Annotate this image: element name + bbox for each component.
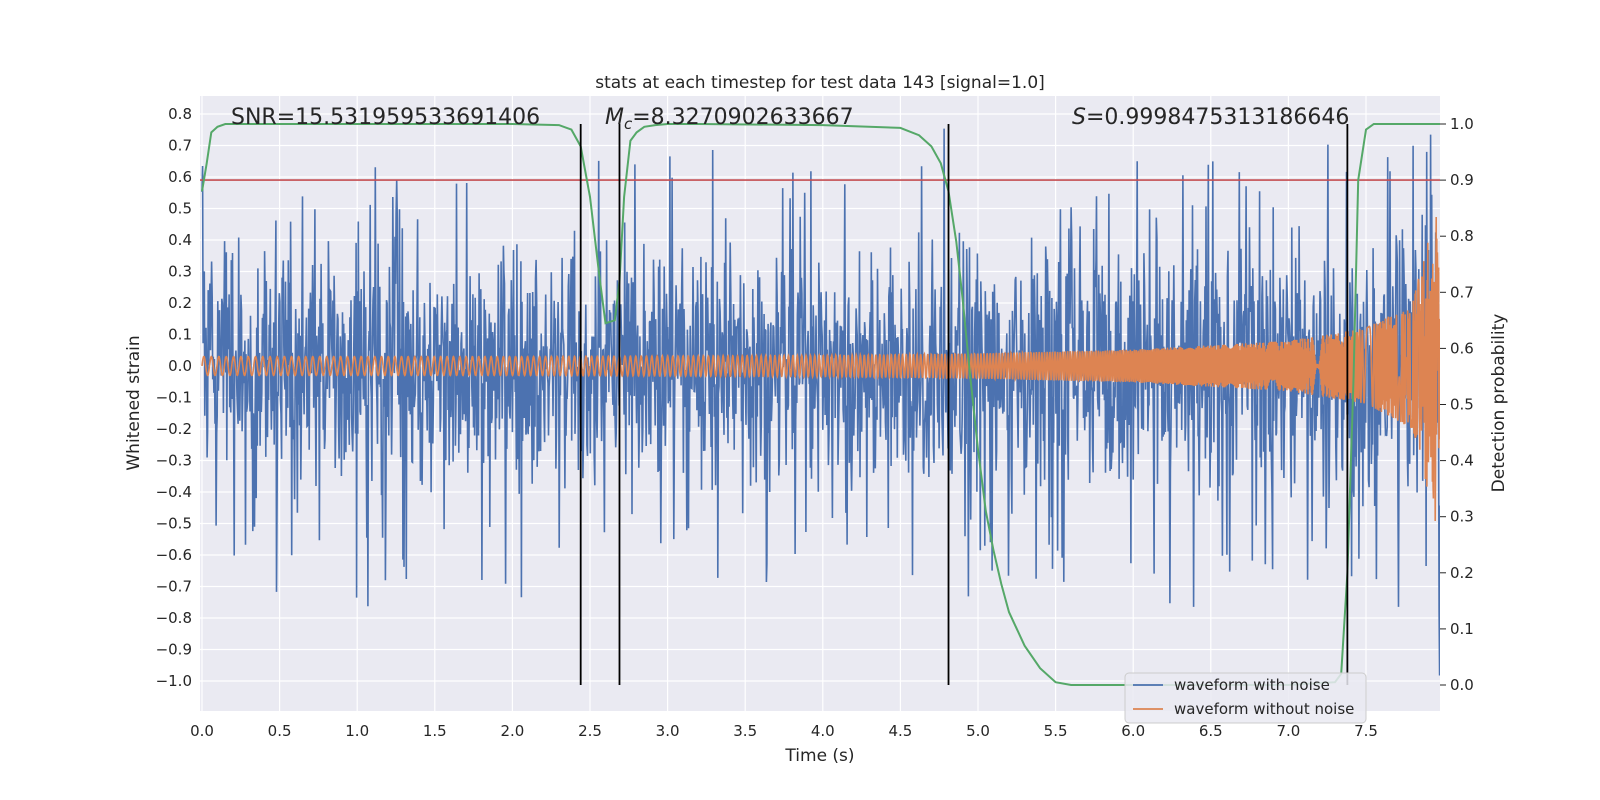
x-tick-label: 2.5: [578, 722, 602, 740]
x-tick-label: 6.0: [1121, 722, 1145, 740]
y-right-tick-label: 0.6: [1450, 339, 1474, 357]
y-tick-label: 0.6: [168, 168, 192, 186]
x-tick-label: 7.0: [1276, 722, 1300, 740]
y-tick-label: −0.9: [156, 641, 192, 659]
x-tick-label: 1.5: [423, 722, 447, 740]
x-tick-label: 5.0: [966, 722, 990, 740]
x-tick-label: 0.5: [268, 722, 292, 740]
y-tick-label: 0.4: [168, 231, 192, 249]
legend-label-noise: waveform with noise: [1174, 676, 1330, 694]
y-tick-label: 0.2: [168, 294, 192, 312]
x-tick-label: 3.0: [656, 722, 680, 740]
chirp-mass-annotation: Mc=8.3270902633667: [605, 105, 854, 133]
y-tick-label: −0.4: [156, 483, 192, 501]
y-tick-label: −0.5: [156, 515, 192, 533]
y-axis-label: Whitened strain: [124, 335, 144, 470]
chart-title: stats at each timestep for test data 143…: [595, 73, 1045, 93]
series-line-clean: [201, 216, 1440, 522]
y-right-tick-label: 0.4: [1450, 452, 1474, 470]
y-tick-label: −1.0: [156, 672, 192, 690]
y-tick-label: −0.7: [156, 578, 192, 596]
x-tick-label: 4.5: [888, 722, 912, 740]
y-tick-label: 0.8: [168, 105, 192, 123]
y-right-tick-labels: 1.0 0.9 0.8 0.7 0.6 0.5 0.4 0.3 0.2 0.1 0.0: [1440, 115, 1474, 694]
snr-annotation: SNR=15.531959533691406: [231, 105, 540, 130]
y-tick-label: 0.1: [168, 326, 192, 344]
y-tick-label: −0.2: [156, 420, 192, 438]
y-tick-labels: 0.8 0.7 0.6 0.5 0.4 0.3 0.2 0.1 0.0 −0.1 −0.2 −0.3 −…: [156, 105, 192, 690]
y-tick-label: −0.3: [156, 452, 192, 470]
y-right-tick-label: 0.8: [1450, 227, 1474, 245]
x-tick-label: 1.0: [345, 722, 369, 740]
y-right-tick-label: 0.7: [1450, 283, 1474, 301]
y-right-tick-label: 0.0: [1450, 676, 1474, 694]
y-tick-label: 0.0: [168, 357, 192, 375]
y-right-axis-label: Detection probability: [1489, 314, 1509, 493]
x-tick-label: 3.5: [733, 722, 757, 740]
x-tick-label: 7.5: [1354, 722, 1378, 740]
y-right-tick-label: 0.2: [1450, 564, 1474, 582]
y-right-tick-label: 0.9: [1450, 171, 1474, 189]
x-tick-label: 5.5: [1044, 722, 1068, 740]
y-tick-label: 0.7: [168, 137, 192, 155]
y-tick-label: 0.5: [168, 200, 192, 218]
x-tick-label: 2.0: [500, 722, 524, 740]
x-tick-label: 6.5: [1199, 722, 1223, 740]
y-right-tick-label: 0.3: [1450, 508, 1474, 526]
y-tick-label: −0.1: [156, 389, 192, 407]
legend: waveform with noise waveform without noi…: [1124, 672, 1367, 724]
x-axis-label: Time (s): [784, 746, 854, 766]
y-tick-label: 0.3: [168, 263, 192, 281]
x-tick-label: 0.0: [190, 722, 214, 740]
x-tick-label: 4.0: [811, 722, 835, 740]
y-right-tick-label: 0.1: [1450, 620, 1474, 638]
legend-label-clean: waveform without noise: [1174, 700, 1354, 718]
y-tick-label: −0.6: [156, 546, 192, 564]
series-line-noise: [201, 128, 1440, 676]
x-tick-labels: 0.0 0.5 1.0 1.5 2.0 2.5 3.0 3.5 4.0 4.5 5.0 5.5 6.0 6…: [190, 722, 1378, 740]
legend-box: [1124, 672, 1367, 724]
y-right-tick-label: 1.0: [1450, 115, 1474, 133]
y-tick-label: −0.8: [156, 609, 192, 627]
y-right-tick-label: 0.5: [1450, 396, 1474, 414]
significance-annotation: S=0.9998475313186646: [1072, 105, 1349, 130]
